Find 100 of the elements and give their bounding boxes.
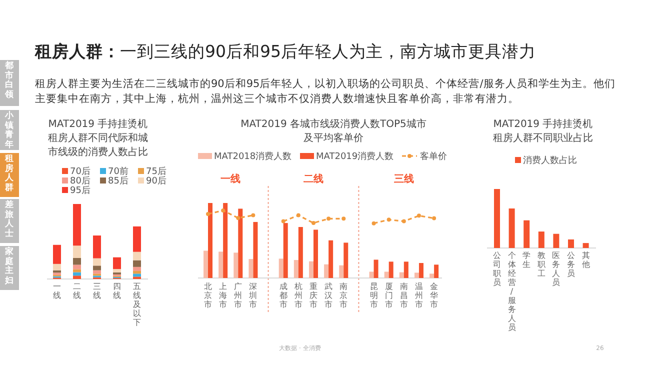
legend-label: 90后 bbox=[146, 176, 166, 186]
point bbox=[221, 208, 226, 212]
bar bbox=[204, 250, 208, 278]
text: 租房人群 bbox=[4, 154, 14, 194]
text: 家庭主妇 bbox=[4, 247, 14, 286]
legend-label: 80后 bbox=[70, 176, 90, 186]
x-tick-label: 教职工 bbox=[536, 251, 546, 279]
text: 二线 bbox=[303, 173, 324, 185]
x-tick-label: 昆明市 bbox=[369, 282, 378, 310]
bar bbox=[218, 252, 224, 278]
bar bbox=[73, 264, 81, 270]
bar bbox=[133, 266, 141, 271]
legend-label: 75后 bbox=[146, 166, 166, 177]
bar bbox=[234, 252, 238, 278]
bar bbox=[93, 236, 101, 258]
bar bbox=[113, 269, 121, 272]
bar bbox=[553, 234, 560, 248]
text: 都市白领 bbox=[4, 61, 14, 100]
legend-label: 消费人数占比 bbox=[523, 155, 577, 166]
x-tick-label: 深圳市 bbox=[248, 282, 258, 310]
x-tick-label: 三线 bbox=[92, 282, 102, 301]
bar bbox=[238, 208, 243, 278]
bar bbox=[339, 265, 344, 278]
text: 租房人群：一到三线的90后和95后年轻人为主，南方城市更具潜力 bbox=[34, 42, 536, 61]
x-tick-label: 五线及以下 bbox=[132, 282, 142, 328]
category-label: 个体经营/服务人员 bbox=[508, 251, 516, 332]
bar bbox=[53, 264, 61, 270]
legend-label: 85后 bbox=[108, 176, 128, 186]
point bbox=[342, 216, 346, 221]
bar bbox=[278, 258, 284, 278]
bar bbox=[208, 203, 212, 278]
bar bbox=[73, 204, 81, 246]
text: 租房人群主要为生活在二三线城市的90后和95后年轻人，以初入职场的公司职员、个体经营/服务人员和学生为主。他们主要集中在南方，其中上海，杭州，温州这三个城市不仅消费人数增速快且客单价高，非常有潜力。 bbox=[35, 77, 616, 107]
x-tick-label: 武汉市 bbox=[324, 282, 334, 310]
legend-label: 客单价 bbox=[420, 151, 447, 162]
x-tick-label: 厦门市 bbox=[384, 282, 394, 310]
point bbox=[386, 218, 391, 222]
bar bbox=[73, 258, 81, 265]
bar bbox=[418, 263, 424, 278]
bar bbox=[538, 232, 544, 248]
bar bbox=[388, 262, 394, 278]
point bbox=[311, 221, 316, 226]
bar bbox=[248, 259, 254, 278]
bar bbox=[524, 220, 530, 248]
bar bbox=[133, 252, 141, 260]
bar bbox=[73, 269, 81, 272]
bar bbox=[133, 270, 141, 274]
bar bbox=[344, 242, 348, 278]
bar bbox=[283, 223, 288, 278]
bar bbox=[508, 208, 515, 248]
bar bbox=[414, 272, 419, 278]
x-tick-label: 其他 bbox=[581, 251, 590, 270]
legend-label: 95后 bbox=[70, 185, 90, 196]
x-tick-label: 一线 bbox=[52, 282, 62, 301]
point bbox=[236, 216, 240, 220]
legend-label: 70前 bbox=[108, 166, 128, 177]
x-tick-label: 成都市 bbox=[278, 282, 288, 310]
bar bbox=[253, 222, 258, 278]
bar bbox=[328, 240, 334, 278]
x-tick-label: 温州市 bbox=[414, 282, 424, 310]
text: 一线 bbox=[220, 173, 241, 185]
bar bbox=[133, 260, 141, 267]
point bbox=[281, 219, 286, 224]
bar bbox=[93, 266, 101, 270]
legend-label: MAT2018消费人数 bbox=[214, 151, 292, 162]
bar bbox=[53, 244, 61, 264]
point bbox=[296, 213, 300, 218]
x-tick-label: 重庆市 bbox=[308, 282, 318, 310]
legend-label: 70后 bbox=[70, 166, 90, 177]
bar bbox=[133, 226, 141, 252]
x-tick-label: 南京市 bbox=[339, 282, 348, 310]
x-tick-label: 北京市 bbox=[203, 282, 213, 310]
x-tick-label: 学生 bbox=[522, 251, 532, 270]
point bbox=[416, 214, 421, 218]
x-tick-label: 医务人员 bbox=[552, 251, 561, 288]
bar bbox=[308, 261, 314, 278]
bar bbox=[384, 272, 389, 278]
bar bbox=[374, 260, 378, 278]
chart-title: MAT2019 手持挂烫机租房人群不同职业占比 bbox=[492, 118, 594, 146]
x-tick-label: 金华市 bbox=[429, 282, 439, 310]
x-tick-label: 四线 bbox=[112, 282, 122, 301]
x-tick-label: 上海市 bbox=[218, 282, 228, 310]
bar bbox=[223, 203, 228, 278]
bar bbox=[294, 260, 298, 278]
bar bbox=[399, 272, 404, 278]
point bbox=[402, 219, 406, 224]
text: 三线 bbox=[394, 173, 414, 185]
bar bbox=[404, 262, 408, 278]
x-tick-label: 公务员 bbox=[566, 251, 576, 279]
bar bbox=[434, 264, 439, 278]
bar bbox=[430, 274, 434, 278]
bar bbox=[73, 246, 81, 258]
point bbox=[326, 216, 331, 221]
point bbox=[206, 212, 210, 216]
bar bbox=[313, 230, 318, 278]
point bbox=[372, 221, 376, 226]
point bbox=[251, 213, 256, 218]
x-tick-label: 二线 bbox=[72, 282, 82, 301]
legend-label: MAT2019消费人数 bbox=[316, 151, 394, 162]
x-tick-label: 公司职员 bbox=[492, 251, 502, 288]
